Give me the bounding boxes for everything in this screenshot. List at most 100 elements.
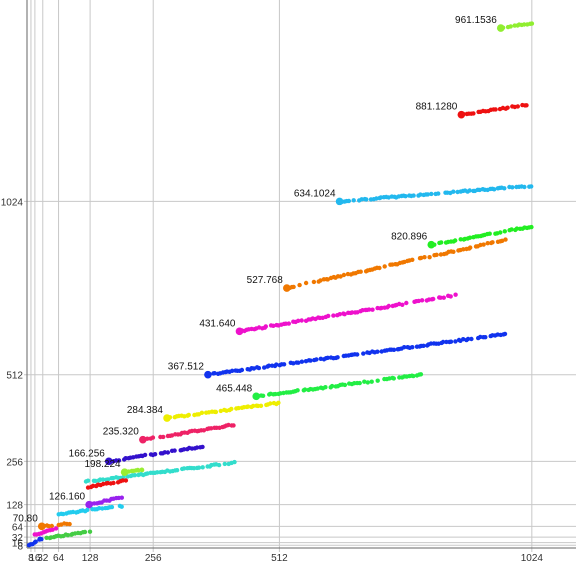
- data-point: [251, 403, 256, 409]
- series-527-768: [283, 237, 508, 292]
- data-point: [410, 345, 415, 350]
- data-point: [311, 279, 317, 285]
- data-point: [50, 527, 55, 532]
- x-tick-label: 256: [145, 553, 162, 564]
- series-start-point: [457, 110, 466, 119]
- data-point: [515, 104, 520, 109]
- data-point: [391, 347, 397, 352]
- data-point: [296, 318, 301, 323]
- data-point: [216, 462, 222, 468]
- data-point: [174, 468, 180, 473]
- data-point: [100, 477, 106, 482]
- x-tick-label: 1024: [521, 553, 544, 564]
- series-start-point: [252, 392, 261, 401]
- data-point: [438, 295, 443, 300]
- series-820-896: [427, 224, 534, 249]
- data-point: [200, 465, 205, 470]
- data-point: [245, 404, 251, 409]
- data-point: [314, 357, 319, 362]
- y-tick-label: 16: [12, 539, 24, 550]
- data-point: [87, 529, 93, 534]
- y-tick-label: 512: [6, 371, 23, 382]
- data-point: [421, 343, 426, 348]
- series-label: 634.1024: [294, 188, 336, 199]
- y-tick-label: 1024: [1, 197, 24, 208]
- data-point: [181, 466, 187, 471]
- data-point: [258, 403, 264, 408]
- data-point: [522, 184, 527, 190]
- series-start-point: [37, 522, 46, 531]
- series-961-1536: [496, 21, 535, 32]
- x-tick-label: 128: [82, 553, 99, 564]
- data-point: [155, 470, 160, 475]
- data-point: [403, 194, 408, 199]
- data-point: [65, 533, 71, 538]
- data-point: [391, 376, 396, 381]
- data-point: [291, 284, 296, 290]
- data-point: [295, 388, 300, 393]
- data-point: [299, 359, 305, 364]
- data-point: [232, 459, 237, 465]
- data-point: [418, 372, 424, 377]
- data-point: [218, 408, 223, 414]
- data-point: [274, 362, 279, 367]
- data-point: [362, 379, 367, 384]
- grid-lines: [24, 0, 576, 552]
- data-point: [39, 537, 44, 542]
- data-point: [85, 478, 91, 483]
- data-point: [425, 192, 430, 197]
- data-point: [418, 255, 424, 261]
- data-point: [222, 461, 227, 467]
- series-unlabeled-19: [26, 536, 44, 548]
- series-label: 820.896: [391, 232, 428, 243]
- data-point: [429, 191, 434, 197]
- series-start-point: [105, 457, 113, 466]
- data-point: [493, 107, 498, 112]
- data-point: [315, 386, 320, 391]
- data-point: [186, 412, 191, 418]
- data-point: [109, 504, 115, 510]
- series-start-point: [235, 327, 244, 336]
- data-point: [329, 383, 335, 389]
- data-point: [451, 189, 456, 194]
- data-point: [256, 365, 262, 371]
- data-point: [451, 249, 456, 254]
- series-start-point: [120, 468, 129, 476]
- series-start-point: [204, 370, 212, 379]
- data-point: [505, 105, 510, 110]
- series-235-320: [139, 422, 236, 444]
- data-point: [498, 230, 503, 235]
- y-tick-label: 64: [12, 522, 24, 533]
- y-tick-label: 8: [17, 541, 23, 552]
- data-point: [370, 307, 375, 312]
- series-label: 70.80: [13, 513, 38, 524]
- data-point: [196, 465, 202, 470]
- data-point: [377, 265, 382, 271]
- series-label: 367.512: [168, 362, 205, 373]
- series-label: 961.1536: [455, 15, 497, 26]
- data-point: [296, 360, 301, 365]
- data-point: [44, 535, 49, 540]
- data-point: [281, 362, 287, 367]
- data-point: [529, 21, 535, 26]
- data-point: [346, 198, 352, 204]
- data-point: [119, 495, 125, 500]
- series-unlabeled-18: [44, 529, 93, 541]
- data-point: [302, 387, 308, 392]
- data-point: [111, 480, 116, 486]
- data-point: [453, 238, 458, 243]
- data-point: [351, 198, 356, 203]
- series-start-point: [496, 24, 505, 32]
- series-126-160: [85, 495, 125, 509]
- series-431-640: [235, 292, 458, 336]
- data-point: [342, 382, 348, 388]
- series-label: 198.224: [84, 459, 121, 470]
- x-tick-label: 64: [53, 553, 65, 564]
- data-point: [439, 240, 444, 245]
- series-label: 284.384: [127, 405, 164, 416]
- data-point: [490, 240, 495, 245]
- data-point: [468, 245, 473, 250]
- data-point: [165, 450, 171, 455]
- series-start-point: [283, 284, 291, 292]
